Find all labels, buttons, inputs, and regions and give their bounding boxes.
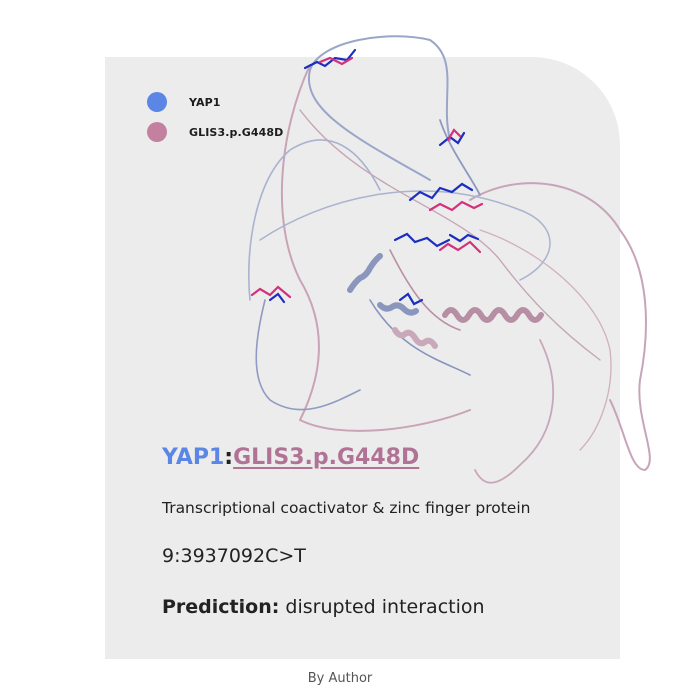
variant-coordinate: 9:3937092C>T bbox=[162, 545, 306, 567]
chain-yap1-left bbox=[247, 139, 381, 301]
interaction-title: YAP1:GLIS3.p.G448D bbox=[162, 445, 419, 470]
helix-yap1 bbox=[347, 253, 419, 316]
chain-yap1-loop-outer bbox=[307, 35, 451, 181]
legend-swatch-glis3 bbox=[147, 122, 167, 142]
legend: YAP1 GLIS3.p.G448D bbox=[147, 87, 283, 147]
protein-structure-render bbox=[247, 35, 651, 484]
legend-swatch-yap1 bbox=[147, 92, 167, 112]
legend-label-glis3: GLIS3.p.G448D bbox=[189, 125, 284, 139]
image-credit: By Author bbox=[307, 671, 373, 686]
chain-glis3-right-side bbox=[479, 229, 612, 451]
title-protein2-link[interactable]: GLIS3.p.G448D bbox=[233, 445, 420, 470]
helix-glis3 bbox=[442, 307, 544, 323]
chain-glis3-inner bbox=[389, 249, 461, 331]
prediction-value: disrupted interaction bbox=[285, 596, 485, 618]
title-protein1: YAP1 bbox=[162, 445, 225, 470]
chain-glis3-loop-top bbox=[280, 64, 471, 432]
chain-glis3-mid bbox=[299, 109, 601, 361]
chain-glis3-right-loop bbox=[469, 182, 651, 471]
helix-glis3-lower bbox=[392, 327, 438, 349]
chain-glis3-bottom bbox=[474, 339, 554, 484]
chain-yap1-left-lower bbox=[255, 299, 361, 411]
chain-yap1-inner bbox=[369, 299, 471, 376]
prediction-line: Prediction: disrupted interaction bbox=[162, 596, 485, 618]
legend-item-yap1: YAP1 bbox=[147, 87, 283, 117]
interface-residues bbox=[250, 48, 484, 306]
card-background bbox=[105, 57, 620, 659]
protein-description: Transcriptional coactivator & zinc finge… bbox=[162, 499, 531, 517]
prediction-label: Prediction: bbox=[162, 596, 280, 618]
legend-label-yap1: YAP1 bbox=[189, 95, 221, 109]
legend-item-glis3: GLIS3.p.G448D bbox=[147, 117, 283, 147]
chain-yap1-wide bbox=[259, 190, 551, 281]
title-separator: : bbox=[224, 445, 234, 470]
chain-yap1-top-right bbox=[439, 119, 481, 196]
